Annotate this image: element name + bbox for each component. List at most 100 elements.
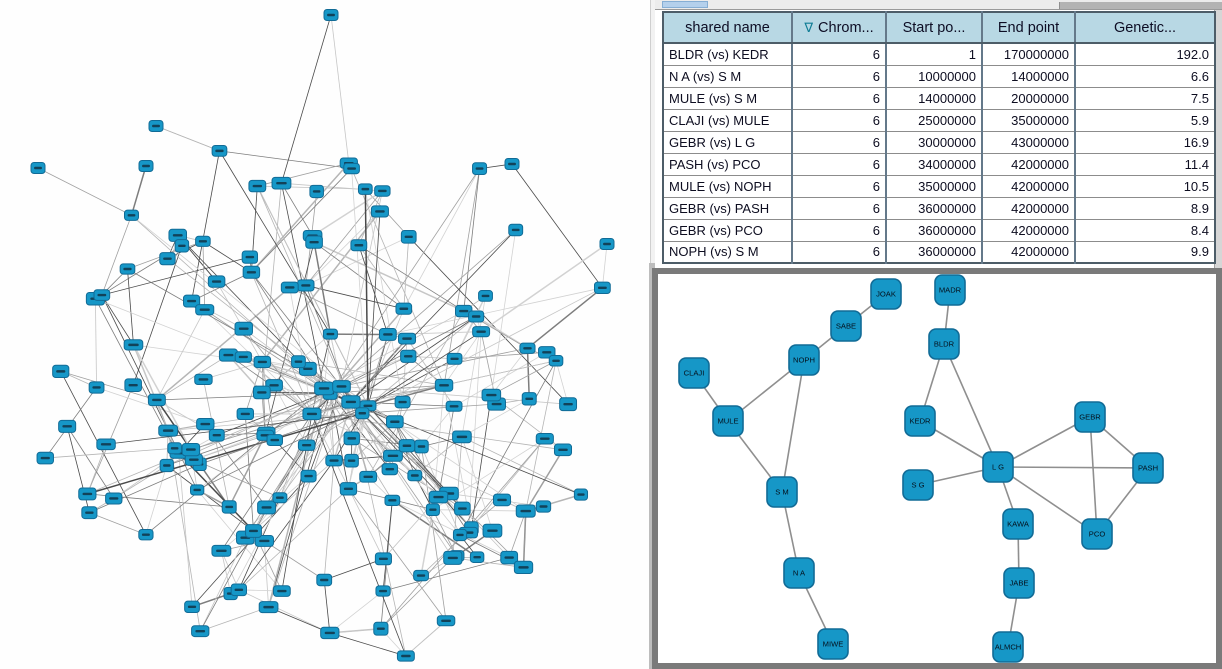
node-shape[interactable] [982, 451, 1014, 483]
table-cell[interactable]: 42000000 [982, 175, 1076, 198]
overview-node[interactable] [383, 449, 403, 462]
node-shape[interactable] [1074, 401, 1106, 433]
overview-node[interactable] [30, 162, 46, 174]
overview-node[interactable] [521, 392, 537, 406]
table-cell[interactable]: 9.9 [1075, 241, 1215, 264]
table-cell[interactable]: 6 [792, 175, 887, 198]
table-cell[interactable]: 36000000 [886, 197, 983, 220]
table-cell[interactable]: 25000000 [886, 109, 983, 132]
overview-node[interactable] [445, 400, 463, 412]
network-edge-LG-PASH[interactable] [997, 466, 1149, 469]
overview-node[interactable] [359, 470, 378, 483]
table-cell[interactable]: 6 [792, 241, 887, 264]
node-shape[interactable] [1002, 508, 1034, 540]
table-cell[interactable]: 20000000 [982, 87, 1076, 110]
overview-node[interactable] [454, 501, 471, 516]
overview-node[interactable] [190, 484, 205, 496]
overview-node[interactable] [242, 265, 261, 279]
overview-node[interactable] [159, 458, 174, 473]
overview-node[interactable] [398, 439, 416, 453]
network-edge-NOPH-SM[interactable] [781, 359, 805, 493]
overview-node[interactable] [599, 238, 615, 250]
overview-node[interactable] [384, 494, 401, 506]
table-cell[interactable]: 6 [792, 131, 887, 154]
table-row[interactable]: PASH (vs) PCO 6 34000000 42000000 11.4 [663, 153, 1215, 176]
overview-node[interactable] [305, 235, 323, 249]
table-cell[interactable]: 11.4 [1075, 153, 1215, 176]
overview-node[interactable] [504, 158, 520, 170]
node-shape[interactable] [1081, 518, 1113, 550]
table-cell[interactable]: NOPH (vs) S M [663, 241, 793, 264]
network-node-MIWE[interactable]: MIWE [817, 628, 849, 660]
node-shape[interactable] [928, 328, 960, 360]
overview-node[interactable] [52, 364, 70, 379]
network-node-LG[interactable]: L G [982, 451, 1014, 483]
network-node-GEBR[interactable]: GEBR [1074, 401, 1106, 433]
overview-node[interactable] [195, 304, 215, 316]
overview-node[interactable] [452, 528, 468, 542]
network-node-KAWA[interactable]: KAWA [1002, 508, 1034, 540]
overview-node[interactable] [323, 9, 339, 21]
overview-node[interactable] [291, 355, 306, 369]
table-cell[interactable]: 192.0 [1075, 43, 1215, 66]
node-shape[interactable] [870, 278, 902, 310]
overview-node[interactable] [88, 381, 105, 394]
overview-node[interactable] [123, 209, 139, 221]
overview-node[interactable] [316, 573, 333, 587]
overview-node[interactable] [194, 373, 213, 386]
table-cell[interactable]: 7.5 [1075, 87, 1215, 110]
overview-node[interactable] [105, 492, 123, 505]
overview-node[interactable] [373, 621, 389, 636]
overview-node[interactable] [535, 432, 554, 445]
overview-node[interactable] [472, 326, 491, 338]
table-cell[interactable]: 16.9 [1075, 131, 1215, 154]
table-cell[interactable]: 10000000 [886, 65, 983, 88]
overview-node[interactable] [452, 430, 472, 444]
overview-node[interactable] [472, 162, 488, 175]
network-node-SM[interactable]: S M [766, 476, 798, 508]
overview-node[interactable] [434, 378, 454, 392]
overview-node[interactable] [234, 351, 252, 363]
node-shape[interactable] [712, 405, 744, 437]
overview-node[interactable] [208, 428, 225, 442]
table-cell[interactable]: 5.9 [1075, 109, 1215, 132]
overview-node[interactable] [594, 281, 611, 294]
node-shape[interactable] [992, 631, 1024, 663]
overview-node[interactable] [413, 569, 429, 582]
network-node-ALMCH[interactable]: ALMCH [992, 631, 1024, 663]
overview-node[interactable] [124, 378, 142, 392]
overview-node[interactable] [559, 397, 578, 412]
node-shape[interactable] [1003, 567, 1035, 599]
overview-node[interactable] [322, 328, 338, 340]
table-cell[interactable]: 6.6 [1075, 65, 1215, 88]
overview-node[interactable] [378, 328, 397, 341]
column-header-1[interactable]: ∇ Chrom... [792, 12, 887, 44]
hscrollbar-thumb[interactable] [1059, 2, 1222, 9]
network-node-NOPH[interactable]: NOPH [788, 344, 820, 376]
overview-node[interactable] [167, 442, 182, 455]
node-shape[interactable] [934, 274, 966, 306]
table-cell[interactable]: 10.5 [1075, 175, 1215, 198]
table-cell[interactable]: 170000000 [982, 43, 1076, 66]
network-node-JOAK[interactable]: JOAK [870, 278, 902, 310]
column-header-0[interactable]: shared name [663, 12, 793, 44]
overview-node[interactable] [138, 528, 154, 541]
overview-node[interactable] [374, 552, 392, 566]
table-cell[interactable]: 14000000 [886, 87, 983, 110]
network-node-SABE[interactable]: SABE [830, 310, 862, 342]
overview-node[interactable] [78, 487, 97, 501]
table-cell[interactable]: BLDR (vs) KEDR [663, 43, 793, 66]
overview-node[interactable] [221, 500, 237, 514]
overview-node[interactable] [548, 355, 564, 367]
network-node-PASH[interactable]: PASH [1132, 452, 1164, 484]
overview-node[interactable] [272, 585, 291, 597]
overview-node[interactable] [253, 355, 272, 369]
table-row[interactable]: CLAJI (vs) MULE 6 25000000 35000000 5.9 [663, 109, 1215, 132]
filter-funnel-icon[interactable]: ∇ [804, 19, 814, 35]
overview-node[interactable] [147, 393, 166, 407]
table-cell[interactable]: 42000000 [982, 197, 1076, 220]
overview-node[interactable] [297, 439, 316, 451]
overview-node[interactable] [341, 395, 361, 409]
overview-node[interactable] [350, 239, 368, 252]
overview-node[interactable] [234, 321, 253, 336]
